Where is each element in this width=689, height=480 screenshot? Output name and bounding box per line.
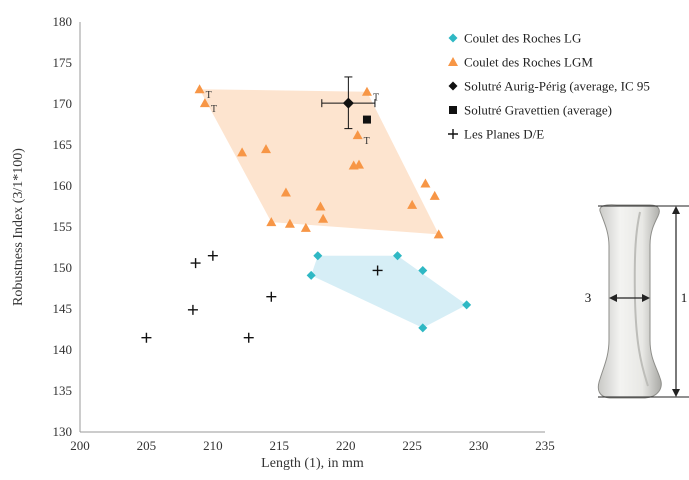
x-tick-label: 230 xyxy=(469,438,489,453)
point-annotation: T xyxy=(211,104,217,115)
y-tick-label: 135 xyxy=(53,383,73,398)
square-marker xyxy=(362,115,371,124)
triangle-marker xyxy=(261,144,271,154)
bone-illustration xyxy=(597,204,662,399)
diamond-marker xyxy=(448,33,458,43)
triangle-marker xyxy=(354,159,364,169)
legend-label: Solutré Gravettien (average) xyxy=(464,103,612,118)
plus-marker xyxy=(266,291,277,302)
triangle-marker xyxy=(194,84,205,94)
triangle-marker xyxy=(199,98,210,108)
triangle-marker xyxy=(433,229,444,239)
y-tick-label: 160 xyxy=(53,178,73,193)
diamond-marker xyxy=(418,265,428,275)
triangle-marker xyxy=(318,213,329,223)
triangle-marker xyxy=(352,130,363,140)
plus-marker xyxy=(141,332,152,343)
y-tick-label: 175 xyxy=(53,55,73,70)
legend: Coulet des Roches LG Coulet des Roches LG… xyxy=(448,31,650,142)
diamond-marker xyxy=(306,270,316,280)
plus-marker xyxy=(243,332,254,343)
bone-shading xyxy=(633,211,649,387)
x-tick-label: 215 xyxy=(270,438,290,453)
triangle-marker xyxy=(266,217,277,227)
diamond-marker xyxy=(313,251,323,261)
axes: 200 205 210 215 220 225 230 235 130 135 140 145 150… xyxy=(53,14,555,453)
triangle-marker xyxy=(300,222,311,232)
x-tick-label: 220 xyxy=(336,438,356,453)
diamond-marker xyxy=(418,323,428,333)
triangle-marker xyxy=(429,190,440,200)
width-arrow-head-left xyxy=(609,294,617,302)
y-tick-label: 165 xyxy=(53,137,73,152)
triangle-marker xyxy=(407,199,418,209)
plus-marker xyxy=(187,304,198,315)
square-marker xyxy=(449,106,457,114)
point-annotation: T xyxy=(206,90,212,101)
triangle-marker xyxy=(420,178,431,188)
legend-label: Coulet des Roches LGM xyxy=(464,55,593,70)
x-axis-title: Length (1), in mm xyxy=(261,456,364,471)
legend-label: Coulet des Roches LG xyxy=(464,31,581,46)
point-annotation: T xyxy=(373,93,379,104)
x-axis-ticks: 200 205 210 215 220 225 230 235 xyxy=(70,438,555,453)
y-tick-label: 155 xyxy=(53,219,73,234)
diamond-marker xyxy=(342,97,354,109)
x-tick-label: 200 xyxy=(70,438,90,453)
length-arrow-head-top xyxy=(672,206,680,214)
legend-label: Les Planes D/E xyxy=(464,127,544,142)
hull-area xyxy=(199,89,439,235)
triangle-marker xyxy=(448,57,458,66)
diamond-marker xyxy=(448,81,458,91)
y-tick-label: 130 xyxy=(53,424,73,439)
triangle-marker xyxy=(284,218,295,228)
y-tick-label: 180 xyxy=(53,14,73,29)
triangle-marker xyxy=(361,86,372,96)
width-label: 3 xyxy=(585,290,592,305)
length-arrow-head-bottom xyxy=(672,389,680,397)
triangle-marker xyxy=(280,187,291,197)
convex-hulls xyxy=(199,89,467,328)
width-arrow-head-right xyxy=(642,294,650,302)
legend-label: Solutré Aurig-Périg (average, IC 95 xyxy=(464,79,650,94)
diamond-marker xyxy=(462,300,472,310)
triangle-marker xyxy=(237,147,248,157)
y-axis-title: Robustness Index (3/1*100) xyxy=(11,148,26,306)
y-tick-label: 150 xyxy=(53,260,73,275)
x-tick-label: 205 xyxy=(137,438,157,453)
plus-marker xyxy=(190,258,201,269)
y-axis-ticks: 130 135 140 145 150 155 160 165 170 175 180 xyxy=(53,14,73,439)
y-tick-label: 170 xyxy=(53,96,73,111)
data-points xyxy=(141,84,472,343)
triangle-marker xyxy=(315,201,326,211)
plus-marker xyxy=(448,129,458,139)
bone-diagram: 3 1 xyxy=(585,204,689,399)
plus-marker xyxy=(372,265,383,276)
x-tick-label: 210 xyxy=(203,438,223,453)
y-tick-label: 140 xyxy=(53,342,73,357)
x-tick-label: 235 xyxy=(535,438,555,453)
x-tick-label: 225 xyxy=(402,438,422,453)
diamond-marker xyxy=(393,251,403,261)
hull-area xyxy=(311,255,467,328)
length-label: 1 xyxy=(681,290,688,305)
point-annotation: T xyxy=(364,136,370,147)
y-tick-label: 145 xyxy=(53,301,73,316)
plus-marker xyxy=(207,250,218,261)
